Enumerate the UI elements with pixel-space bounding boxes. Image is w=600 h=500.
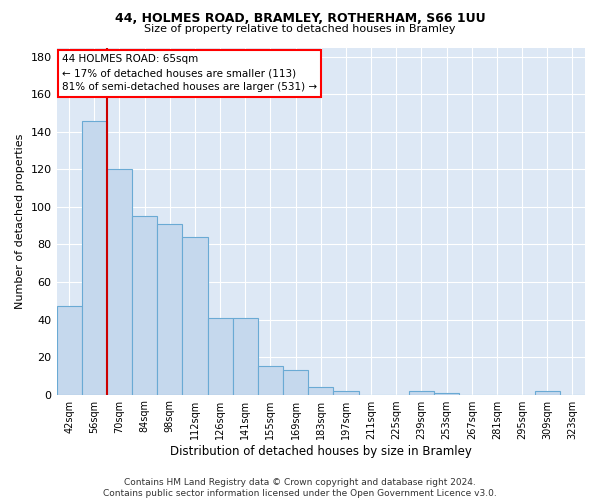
Text: 44, HOLMES ROAD, BRAMLEY, ROTHERHAM, S66 1UU: 44, HOLMES ROAD, BRAMLEY, ROTHERHAM, S66…	[115, 12, 485, 26]
Bar	[233, 318, 258, 394]
Bar	[258, 366, 283, 394]
Bar	[56, 306, 82, 394]
Bar	[308, 387, 334, 394]
Text: Size of property relative to detached houses in Bramley: Size of property relative to detached ho…	[144, 24, 456, 34]
Bar	[157, 224, 182, 394]
X-axis label: Distribution of detached houses by size in Bramley: Distribution of detached houses by size …	[170, 444, 472, 458]
Bar	[82, 120, 107, 394]
Bar	[434, 392, 459, 394]
Bar	[208, 318, 233, 394]
Y-axis label: Number of detached properties: Number of detached properties	[15, 134, 25, 308]
Bar	[132, 216, 157, 394]
Bar	[283, 370, 308, 394]
Bar	[409, 391, 434, 394]
Bar	[334, 391, 359, 394]
Bar	[535, 391, 560, 394]
Text: Contains HM Land Registry data © Crown copyright and database right 2024.
Contai: Contains HM Land Registry data © Crown c…	[103, 478, 497, 498]
Bar	[107, 170, 132, 394]
Text: 44 HOLMES ROAD: 65sqm
← 17% of detached houses are smaller (113)
81% of semi-det: 44 HOLMES ROAD: 65sqm ← 17% of detached …	[62, 54, 317, 92]
Bar	[182, 237, 208, 394]
